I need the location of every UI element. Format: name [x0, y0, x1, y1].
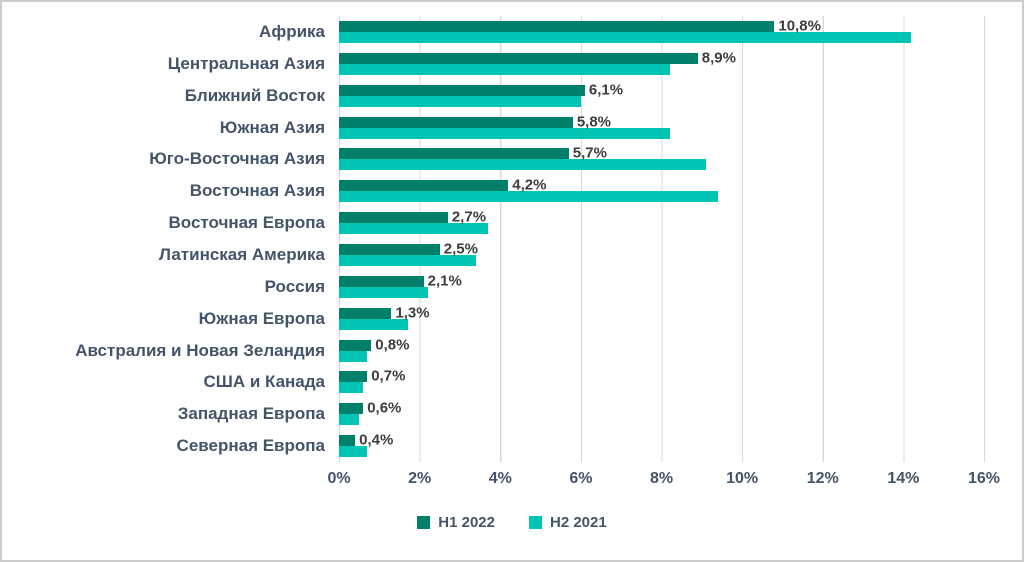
bar-row: 1,3%: [339, 303, 984, 335]
category-label: Южная Азия: [219, 117, 325, 137]
bar-h2-2021: [339, 127, 670, 139]
bar-h1-2022: [339, 116, 573, 128]
category-label: Западная Европа: [177, 404, 325, 424]
data-label: 2,7%: [451, 208, 487, 226]
bar-h2-2021: [339, 350, 368, 362]
bar-row: 8,9%: [339, 48, 984, 80]
category-label: США и Канада: [203, 372, 325, 392]
plot-area: 10,8% 8,9% 6,1% 5,8% 5,7% 4,2% 2,7% 2,5% 2,1% 1,3…: [339, 16, 985, 462]
bar-h2-2021: [339, 63, 670, 75]
bar-h1-2022: [339, 21, 775, 32]
data-label: 8,9%: [701, 49, 736, 67]
bar-h2-2021: [339, 318, 408, 330]
bar-h2-2021: [339, 286, 428, 298]
x-tick-label: 2%: [408, 470, 432, 487]
bar-h2-2021: [339, 191, 718, 203]
bar-h2-2021: [339, 159, 706, 171]
bar-h1-2022: [339, 275, 424, 287]
category-label: Северная Европа: [176, 436, 325, 456]
bar-h1-2022: [339, 435, 356, 447]
bar-h1-2022: [339, 371, 368, 383]
bar-h1-2022: [339, 339, 372, 351]
x-tick-label: 14%: [887, 470, 920, 487]
legend-entry-h2-2021: H2 2021: [529, 514, 607, 531]
data-label: 4,2%: [512, 176, 547, 194]
bar-row: 0,8%: [339, 335, 984, 367]
bar-h1-2022: [339, 84, 585, 96]
bar-h2-2021: [339, 32, 912, 43]
category-label: Восточная Европа: [168, 213, 325, 233]
x-axis: 0% 2% 4% 6% 8% 10% 12% 14% 16%: [327, 470, 1000, 492]
category-label: Юго-Восточная Азия: [149, 149, 325, 169]
x-tick-label: 10%: [726, 470, 759, 487]
bar-row: 0,4%: [339, 430, 984, 462]
category-label: Африка: [259, 21, 325, 41]
x-tick-label: 8%: [649, 470, 674, 487]
data-label: 5,8%: [576, 113, 612, 131]
data-label: 0,7%: [371, 367, 406, 385]
bar-h2-2021: [339, 446, 368, 458]
bar-h1-2022: [339, 148, 569, 160]
category-label: Ближний Восток: [184, 85, 325, 105]
x-tick-label: 12%: [806, 470, 839, 487]
bar-h2-2021: [339, 255, 477, 267]
legend-entry-h1-2022: H1 2022: [417, 514, 495, 531]
bar-h1-2022: [339, 212, 448, 224]
bar-row: 0,7%: [339, 366, 984, 398]
data-label: 5,7%: [572, 144, 607, 162]
bar-h2-2021: [339, 382, 364, 394]
data-label: 2,1%: [427, 272, 462, 290]
category-label: Восточная Азия: [189, 181, 325, 201]
x-tick-label: 4%: [488, 470, 512, 487]
bar-row: 10,8%: [339, 16, 984, 48]
x-tick-label: 6%: [569, 470, 593, 487]
legend-swatch-h1-2022: [417, 516, 431, 529]
bar-h2-2021: [339, 414, 360, 426]
category-label: Южная Европа: [198, 308, 325, 328]
category-label: Россия: [264, 276, 325, 296]
category-label: Латинская Америка: [158, 244, 325, 264]
data-label: 10,8%: [778, 17, 821, 35]
bar-row: 2,1%: [339, 271, 984, 303]
legend: H1 2022 H2 2021: [2, 514, 1022, 531]
bar-h1-2022: [339, 403, 364, 415]
data-label: 1,3%: [395, 304, 430, 322]
bar-h1-2022: [339, 180, 509, 192]
data-label: 0,8%: [375, 336, 410, 354]
x-tick-label: 0%: [327, 470, 351, 487]
bar-row: 2,5%: [339, 239, 984, 271]
data-label: 0,4%: [359, 431, 394, 449]
bar-row: 5,8%: [339, 112, 984, 144]
bar-row: 4,2%: [339, 175, 984, 207]
bar-row: 2,7%: [339, 207, 984, 239]
category-label: Центральная Азия: [167, 53, 325, 73]
bar-h1-2022: [339, 244, 440, 256]
bar-h2-2021: [339, 95, 581, 107]
bar-h2-2021: [339, 223, 489, 235]
bar-row: 0,6%: [339, 398, 984, 430]
legend-label: H2 2021: [550, 514, 607, 531]
data-label: 6,1%: [588, 81, 624, 99]
category-labels: Африка Центральная Азия Ближний Восток Южна…: [10, 16, 332, 462]
data-label: 0,6%: [367, 399, 402, 417]
legend-swatch-h2-2021: [529, 516, 542, 529]
bar-h1-2022: [339, 52, 698, 64]
bar-row: 5,7%: [339, 143, 984, 175]
bar-h1-2022: [339, 307, 392, 319]
bar-row: 6,1%: [339, 80, 984, 112]
category-label: Австралия и Новая Зеландия: [75, 340, 325, 360]
data-label: 2,5%: [443, 240, 478, 258]
legend-label: H1 2022: [438, 514, 495, 531]
x-tick-label: 16%: [967, 470, 1001, 487]
